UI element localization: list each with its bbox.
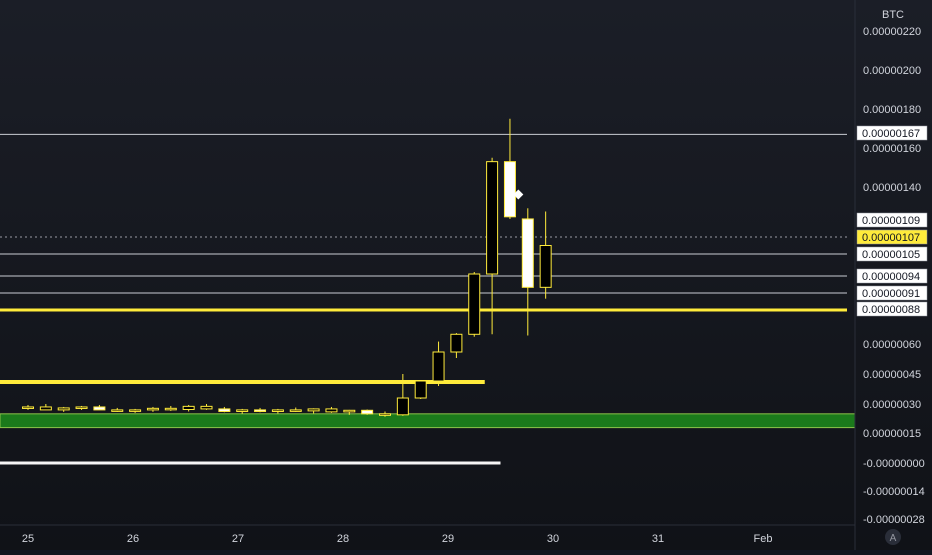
candle-body[interactable] xyxy=(111,409,124,412)
candle-body[interactable] xyxy=(521,218,534,288)
candle-body[interactable] xyxy=(200,405,213,410)
x-tick-label: 31 xyxy=(652,533,664,545)
candle-body[interactable] xyxy=(486,161,499,275)
price-tag xyxy=(856,285,928,301)
candle-body[interactable] xyxy=(450,333,463,353)
candle-body[interactable] xyxy=(379,413,391,416)
candle-body[interactable] xyxy=(325,408,338,413)
y-tick-label: 0.00000045 xyxy=(863,369,921,381)
candle-body[interactable] xyxy=(218,408,231,412)
candle-body[interactable] xyxy=(271,409,284,412)
x-tick-label: Feb xyxy=(754,533,773,545)
price-tag xyxy=(856,268,928,284)
candle-body[interactable] xyxy=(75,406,88,409)
candle-body[interactable] xyxy=(39,406,52,411)
x-tick-label: 30 xyxy=(547,533,559,545)
price-tag-label: 0.00000107 xyxy=(862,232,920,244)
x-tick-label: 26 xyxy=(127,533,139,545)
candle-body[interactable] xyxy=(254,409,267,412)
candle-body[interactable] xyxy=(22,406,34,409)
price-tag-label: 0.00000167 xyxy=(862,128,920,140)
candle-body[interactable] xyxy=(539,245,552,288)
y-tick-label: 0.00000015 xyxy=(863,428,921,440)
price-tag xyxy=(856,229,928,245)
y-tick-label: 0.00000030 xyxy=(863,399,921,411)
y-tick-label: 0.00000140 xyxy=(863,182,921,194)
candle-body[interactable] xyxy=(146,407,159,411)
x-tick-label: 25 xyxy=(22,533,34,545)
candle-body[interactable] xyxy=(93,406,106,411)
y-tick-label: -0.00000000 xyxy=(863,458,925,470)
price-tag xyxy=(856,125,928,141)
candle-body[interactable] xyxy=(182,405,195,411)
currency-label: BTC xyxy=(882,9,904,21)
candle-body[interactable] xyxy=(289,409,302,412)
auto-scale-button[interactable] xyxy=(885,529,901,545)
candle-body[interactable] xyxy=(468,273,481,335)
candle-body[interactable] xyxy=(343,409,356,413)
y-tick-label: -0.00000028 xyxy=(863,514,925,526)
x-tick-label: 29 xyxy=(442,533,454,545)
auto-scale-label: A xyxy=(890,533,897,544)
support-zone xyxy=(0,413,856,429)
y-tick-label: 0.00000200 xyxy=(863,65,921,77)
price-tag-label: 0.00000091 xyxy=(862,288,920,300)
y-tick-label: 0.00000160 xyxy=(863,143,921,155)
candle-body[interactable] xyxy=(432,351,445,382)
price-tag-label: 0.00000094 xyxy=(862,271,920,283)
y-tick-label: 0.00000180 xyxy=(863,104,921,116)
price-tag xyxy=(856,212,928,228)
candle-body[interactable] xyxy=(361,409,374,415)
diamond-marker-icon xyxy=(513,189,524,200)
candle-body[interactable] xyxy=(307,408,320,412)
candle-body[interactable] xyxy=(129,409,142,412)
x-tick-label: 27 xyxy=(232,533,244,545)
candle-body[interactable] xyxy=(57,407,70,411)
x-tick-label: 28 xyxy=(337,533,349,545)
y-tick-label: -0.00000014 xyxy=(863,486,925,498)
y-tick-label: 0.00000220 xyxy=(863,26,921,38)
y-tick-label: 0.00000060 xyxy=(863,339,921,351)
candle-body[interactable] xyxy=(396,397,409,416)
price-tag xyxy=(856,301,928,317)
candle-body[interactable] xyxy=(236,409,249,412)
price-tag-label: 0.00000105 xyxy=(862,249,920,261)
price-tag xyxy=(856,246,928,262)
candle-body[interactable] xyxy=(414,380,427,399)
price-tag-label: 0.00000088 xyxy=(862,304,920,316)
candle-body[interactable] xyxy=(503,161,516,218)
price-tag-label: 0.00000109 xyxy=(862,215,920,227)
candle-body[interactable] xyxy=(164,407,177,411)
